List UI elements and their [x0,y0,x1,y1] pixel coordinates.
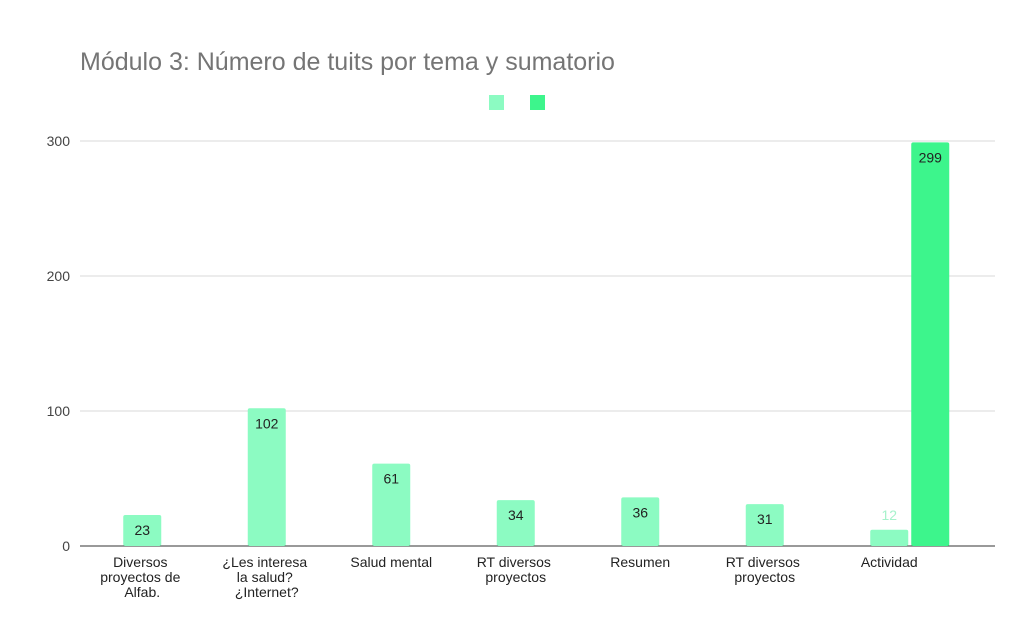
value-label: 23 [134,522,150,538]
chart-title: Módulo 3: Número de tuits por tema y sum… [80,48,615,76]
value-label: 34 [508,507,524,523]
legend-swatch [530,95,545,110]
value-label: 299 [919,149,943,165]
bar [123,514,162,546]
y-tick-label: 0 [62,538,70,554]
bar [870,529,909,546]
x-tick-label: Actividad [861,554,918,570]
x-tick-label: RT diversos proyectos [726,554,804,585]
bar [247,408,286,546]
x-tick-label: Salud mental [350,554,432,570]
y-tick-label: 100 [47,403,71,419]
value-label: 31 [757,511,773,527]
value-label: 102 [255,415,279,431]
x-tick-label: Resumen [610,554,670,570]
bar [496,500,535,546]
bar [745,504,784,546]
y-tick-label: 300 [47,133,71,149]
bar [911,142,950,546]
bar [372,463,411,546]
x-tick-label: RT diversos proyectos [477,554,555,585]
y-tick-label: 200 [47,268,71,284]
legend-swatch [489,95,504,110]
x-tick-label: ¿Les interesa la salud? ¿Internet? [222,554,311,600]
value-label: 36 [632,504,648,520]
x-tick-label: Diversos proyectos de Alfab. [100,554,184,600]
value-label: 61 [383,471,399,487]
value-label: 12 [881,507,897,523]
bar [621,497,660,546]
